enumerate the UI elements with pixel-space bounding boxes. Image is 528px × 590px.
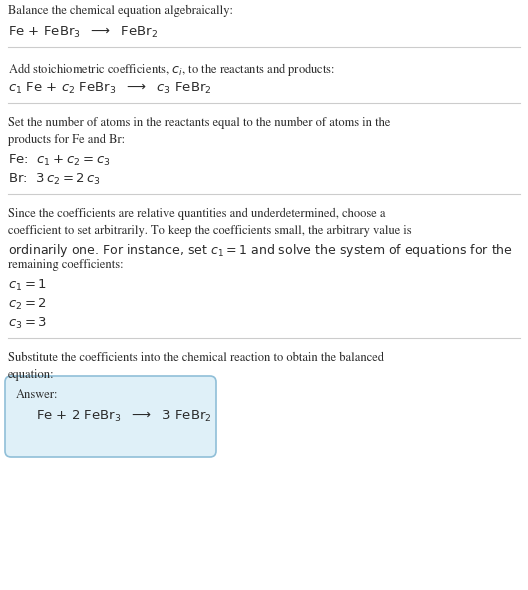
Text: $c_3 = 3$: $c_3 = 3$ [8,316,47,331]
Text: $c_1 = 1$: $c_1 = 1$ [8,278,47,293]
Text: equation:: equation: [8,369,54,381]
Text: coefficient to set arbitrarily. To keep the coefficients small, the arbitrary va: coefficient to set arbitrarily. To keep … [8,225,412,237]
Text: Answer:: Answer: [16,389,59,401]
Text: $c_2 = 2$: $c_2 = 2$ [8,297,47,312]
Text: Add stoichiometric coefficients, $c_i$, to the reactants and products:: Add stoichiometric coefficients, $c_i$, … [8,61,335,78]
Text: Substitute the coefficients into the chemical reaction to obtain the balanced: Substitute the coefficients into the che… [8,352,384,364]
Text: Balance the chemical equation algebraically:: Balance the chemical equation algebraica… [8,5,233,17]
FancyBboxPatch shape [5,376,216,457]
Text: Fe + 2 FeBr$_3$  $\longrightarrow$  3 FeBr$_2$: Fe + 2 FeBr$_3$ $\longrightarrow$ 3 FeBr… [36,409,212,424]
Text: Br:  $3\,c_2 = 2\,c_3$: Br: $3\,c_2 = 2\,c_3$ [8,172,101,187]
Text: Set the number of atoms in the reactants equal to the number of atoms in the: Set the number of atoms in the reactants… [8,117,390,129]
Text: ordinarily one. For instance, set $c_1 = 1$ and solve the system of equations fo: ordinarily one. For instance, set $c_1 =… [8,242,513,259]
Text: Fe:  $c_1 + c_2 = c_3$: Fe: $c_1 + c_2 = c_3$ [8,153,111,168]
Text: Since the coefficients are relative quantities and underdetermined, choose a: Since the coefficients are relative quan… [8,208,385,220]
Text: Fe + FeBr$_3$  $\longrightarrow$  FeBr$_2$: Fe + FeBr$_3$ $\longrightarrow$ FeBr$_2$ [8,25,158,40]
Text: remaining coefficients:: remaining coefficients: [8,259,124,271]
Text: $c_1$ Fe + $c_2$ FeBr$_3$  $\longrightarrow$  $c_3$ FeBr$_2$: $c_1$ Fe + $c_2$ FeBr$_3$ $\longrightarr… [8,81,212,96]
Text: products for Fe and Br:: products for Fe and Br: [8,134,125,146]
